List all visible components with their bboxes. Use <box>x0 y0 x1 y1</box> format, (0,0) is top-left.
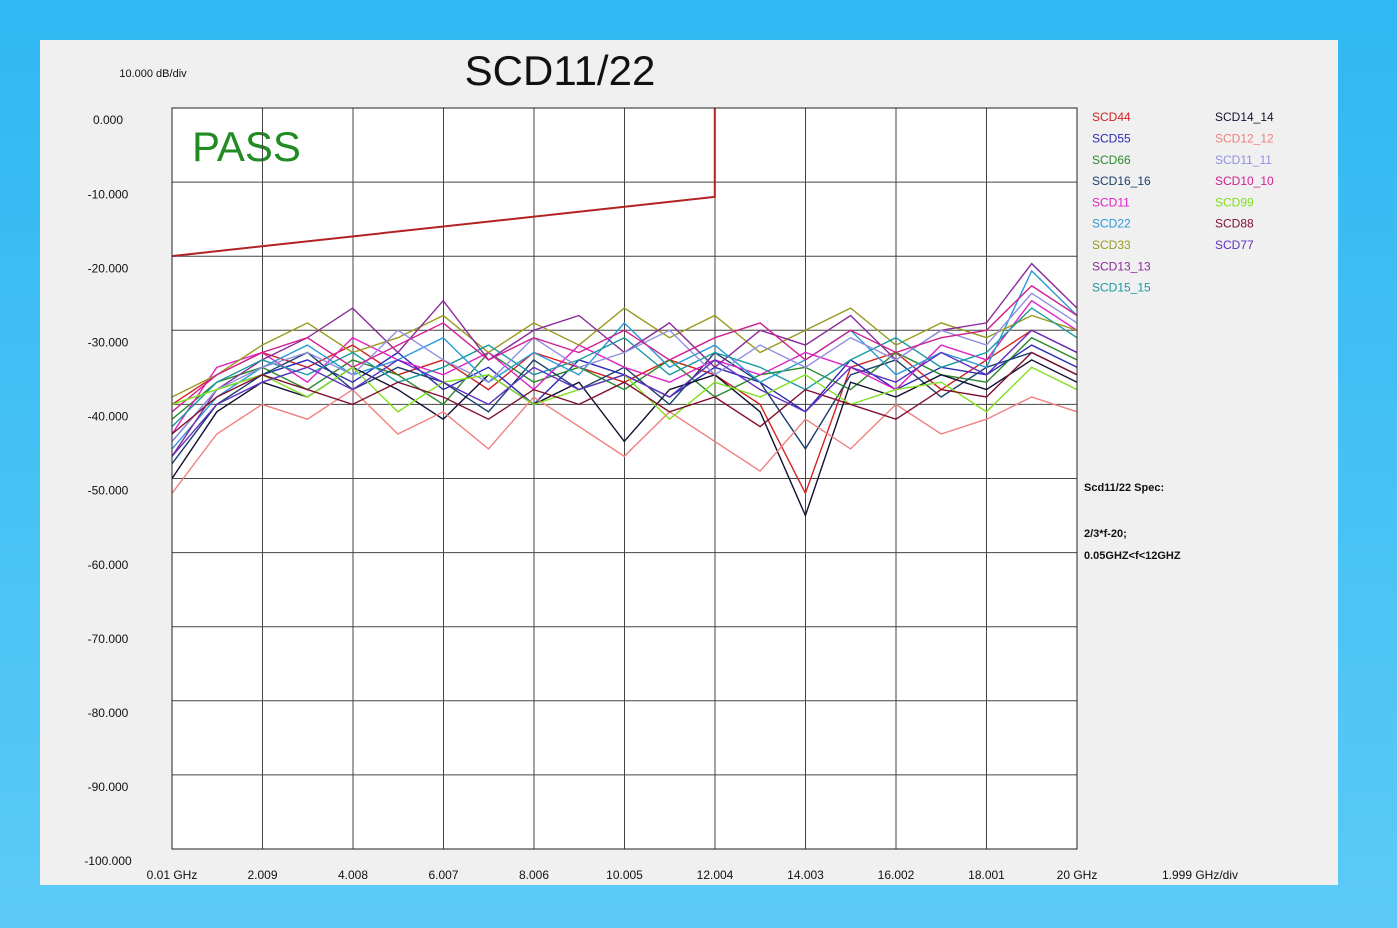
y-tick-label: -60.000 <box>88 558 129 572</box>
plot-border <box>171 107 1078 850</box>
chart-title: SCD11/22 <box>465 47 656 94</box>
legend-entry: SCD44 <box>1092 110 1131 124</box>
limit-line <box>171 108 716 258</box>
series-line <box>171 307 1078 428</box>
legend-entry: SCD88 <box>1215 217 1254 231</box>
legend-entry: SCD16_16 <box>1092 174 1151 188</box>
legend-entry: SCD13_13 <box>1092 259 1151 273</box>
legend-entry: SCD66 <box>1092 153 1131 167</box>
series-line <box>171 351 1078 435</box>
series-line <box>171 388 1078 494</box>
x-tick-label: 4.008 <box>338 868 368 882</box>
legend-entry: SCD99 <box>1215 195 1254 209</box>
series-line <box>171 336 1078 420</box>
series-line <box>171 292 1078 442</box>
y-tick-label: -100.000 <box>84 854 132 868</box>
annotation: 2/3*f-20; <box>1084 528 1127 540</box>
y-tick-label: -90.000 <box>88 780 129 794</box>
x-scale-label: 1.999 GHz/div <box>1162 868 1238 882</box>
x-tick-label: 12.004 <box>697 868 734 882</box>
y-tick-label: -20.000 <box>88 261 129 275</box>
legend-entry: SCD12_12 <box>1215 131 1274 145</box>
y-tick-label: -50.000 <box>88 484 129 498</box>
x-tick-label: 2.009 <box>247 868 277 882</box>
legend-entry: SCD10_10 <box>1215 174 1274 188</box>
annotation: Scd11/22 Spec: <box>1084 482 1164 494</box>
x-tick-label: 18.001 <box>968 868 1005 882</box>
y-tick-label: -10.000 <box>88 187 129 201</box>
legend-entry: SCD14_14 <box>1215 110 1274 124</box>
legend-entry: SCD22 <box>1092 217 1131 231</box>
status: PASS <box>192 123 301 170</box>
annotation: 0.05GHZ<f<12GHZ <box>1084 550 1181 562</box>
x-tick-label: 6.007 <box>428 868 458 882</box>
y-tick-label: -40.000 <box>88 410 129 424</box>
legend-entry: SCD15_15 <box>1092 281 1151 295</box>
x-tick-label: 16.002 <box>878 868 915 882</box>
series-line <box>171 269 1078 450</box>
x-tick-label: 10.005 <box>606 868 643 882</box>
y-tick-label: -30.000 <box>88 335 129 349</box>
series-line <box>171 307 1078 398</box>
series-line <box>171 329 1078 457</box>
legend-entry: SCD11 <box>1092 195 1130 209</box>
x-tick-label: 14.003 <box>787 868 824 882</box>
x-tick-label: 0.01 GHz <box>147 868 198 882</box>
legend-entry: SCD33 <box>1092 238 1131 252</box>
y-tick-label: -80.000 <box>88 706 129 720</box>
legend-entry: SCD55 <box>1092 131 1131 145</box>
x-tick-label: 8.006 <box>519 868 549 882</box>
x-tick-label: 20 GHz <box>1057 868 1098 882</box>
legend-entry: SCD77 <box>1215 238 1254 252</box>
legend-entry: SCD11_11 <box>1215 153 1272 167</box>
y-tick-label: 0.000 <box>93 113 123 127</box>
y-scale-label: 10.000 dB/div <box>119 68 187 80</box>
series-line <box>171 284 1078 413</box>
y-tick-label: -70.000 <box>88 632 129 646</box>
